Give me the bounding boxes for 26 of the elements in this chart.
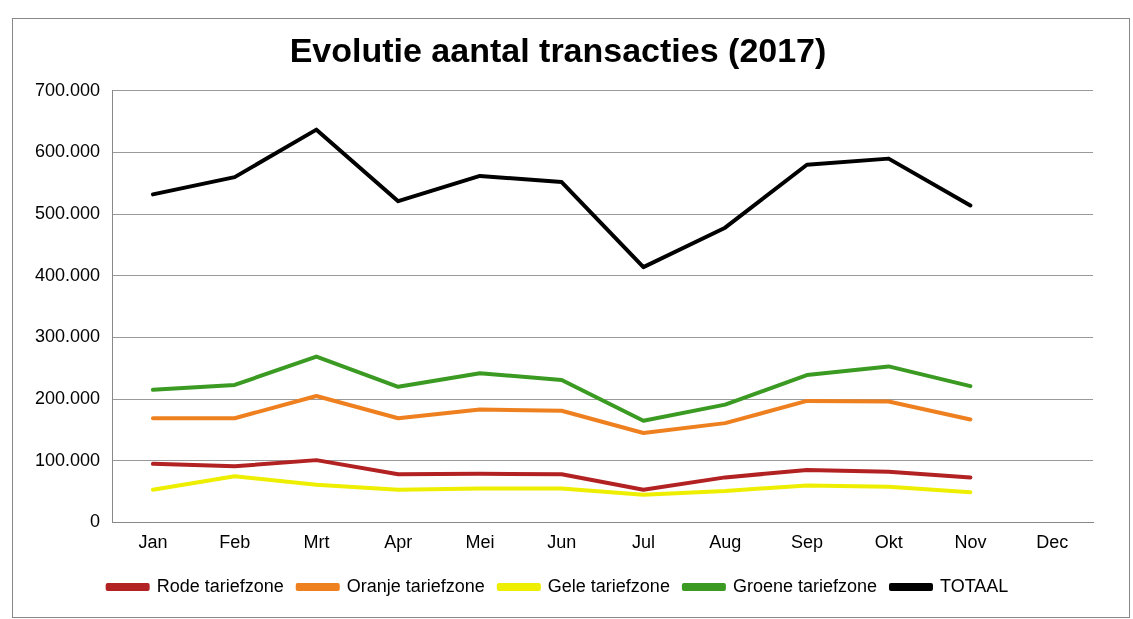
x-tick-label: Mrt <box>303 532 330 553</box>
y-tick-label: 400.000 <box>34 264 101 285</box>
x-tick-label: Aug <box>709 532 742 553</box>
x-tick-label: Jun <box>547 532 577 553</box>
y-tick-label: 700.000 <box>34 79 101 100</box>
y-tick-label: 0 <box>90 511 101 532</box>
x-tick-label: Apr <box>384 532 413 553</box>
x-tick-label: Okt <box>874 532 903 553</box>
legend-label: TOTAAL <box>939 575 1009 596</box>
x-tick-label: Feb <box>219 532 251 553</box>
legend-label: Oranje tariefzone <box>346 575 485 596</box>
legend-label: Rode tariefzone <box>156 575 284 596</box>
y-tick-label: 300.000 <box>34 326 101 347</box>
y-tick-label: 100.000 <box>34 449 101 470</box>
y-tick-label: 600.000 <box>34 141 101 162</box>
x-tick-label: Nov <box>954 532 987 553</box>
x-tick-label: Jul <box>631 532 655 553</box>
legend-label: Gele tariefzone <box>547 575 670 596</box>
y-tick-label: 500.000 <box>34 203 101 224</box>
x-tick-label: Sep <box>790 532 823 553</box>
chart-title: Evolutie aantal transacties (2017) <box>289 30 827 69</box>
x-tick-label: Mei <box>465 532 495 553</box>
legend-label: Groene tariefzone <box>732 575 877 596</box>
y-tick-label: 200.000 <box>34 388 101 409</box>
x-tick-label: Jan <box>138 532 168 553</box>
x-tick-label: Dec <box>1036 532 1069 553</box>
